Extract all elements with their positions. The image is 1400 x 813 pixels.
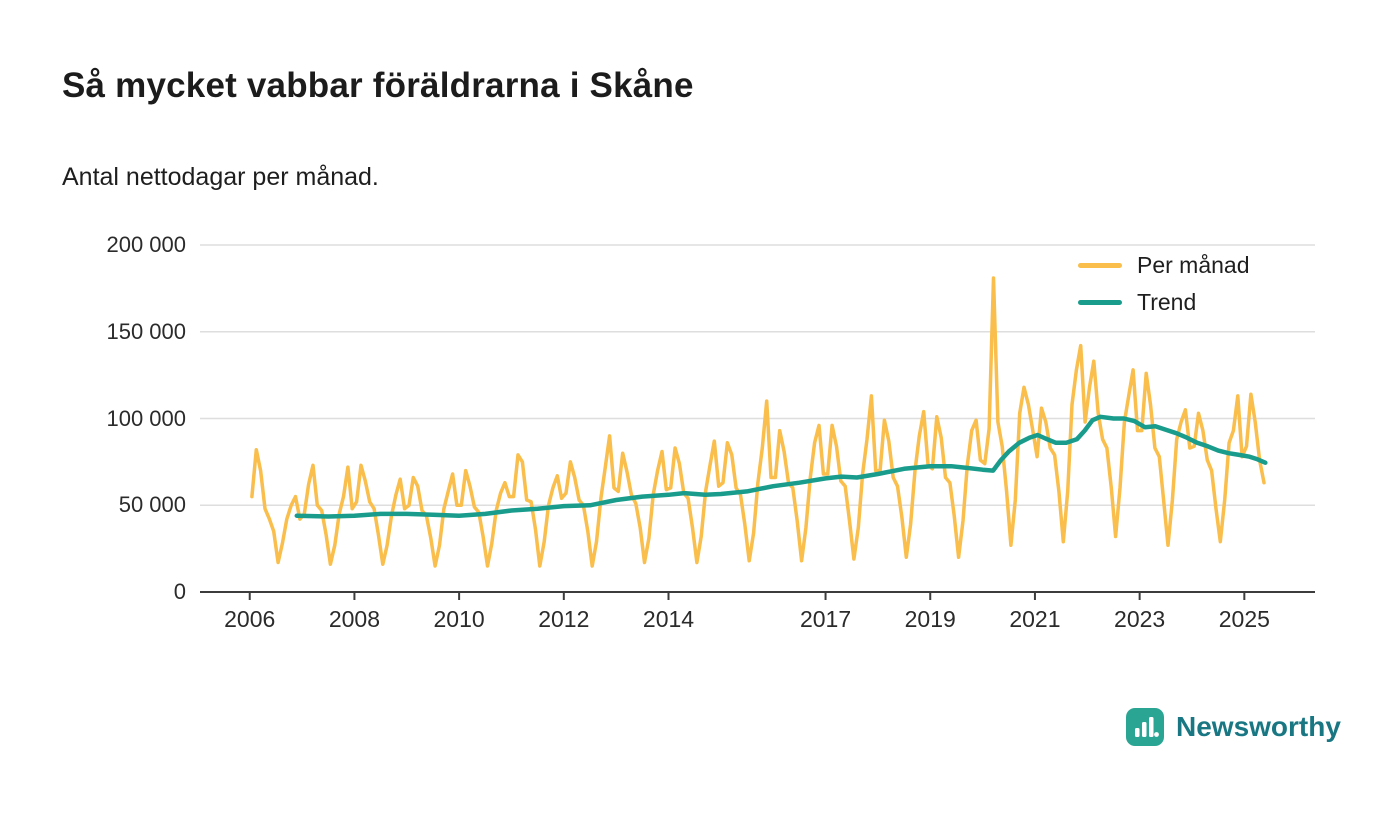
brand-wordmark: Newsworthy (1176, 711, 1341, 742)
legend-swatch-trend (1078, 300, 1122, 305)
legend-swatch-per-manad (1078, 263, 1122, 268)
chart-subtitle: Antal nettodagar per månad. (62, 163, 379, 191)
legend-label-trend: Trend (1137, 289, 1197, 315)
legend-item-per-manad: Per månad (1078, 252, 1250, 279)
chart-title: Så mycket vabbar föräldrarna i Skåne (62, 66, 694, 105)
legend-item-trend: Trend (1078, 289, 1250, 316)
chart-legend: Per månad Trend (1078, 252, 1250, 316)
newsworthy-logo-icon (1126, 708, 1164, 746)
brand-footer: Newsworthy (1126, 708, 1341, 746)
legend-label-per-manad: Per månad (1137, 252, 1250, 278)
